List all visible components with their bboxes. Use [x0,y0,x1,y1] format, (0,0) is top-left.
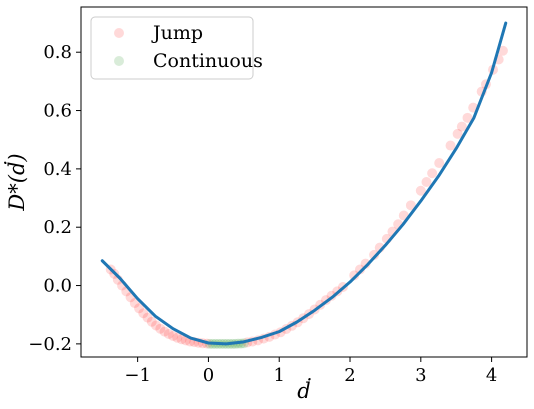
legend: Jump Continuous [90,16,263,80]
scatter-point [168,331,179,341]
scatter-point [349,270,360,281]
scatter-point [462,112,473,123]
x-tick-label: 3 [415,365,426,386]
y-axis-label: D*(ḋ) [4,153,29,211]
x-tick-label: −1 [124,365,151,386]
series-layer [100,21,508,349]
y-tick-label: 0.2 [43,217,72,238]
scatter-point [163,328,174,339]
scatter-point [176,334,187,345]
legend-continuous-label: Continuous [153,50,263,72]
x-tick-label: 1 [273,365,284,386]
y-tick-label: 0.0 [43,276,72,297]
x-axis-label: ḋ [297,378,311,403]
scatter-point [421,177,432,187]
plot-frame [80,6,528,358]
y-tick-label: −0.2 [28,334,72,355]
y-axis-ticks: −0.2 0.0 0.2 0.4 0.6 0.8 [28,42,81,355]
y-tick-label: 0.8 [43,42,72,63]
y-tick-label: 0.6 [43,101,72,122]
x-axis-ticks: −1 0 1 2 3 4 [124,357,497,386]
legend-continuous-marker [114,56,124,66]
fit-line-0 [100,21,508,346]
scatter-point [354,264,365,275]
scatter-point [134,303,145,314]
legend-jump-label: Jump [151,22,203,44]
legend-box [90,16,254,80]
x-tick-label: 0 [203,365,214,386]
scatter-point [129,298,140,309]
scatter-point [415,185,426,196]
legend-jump-marker [114,28,124,38]
x-tick-label: 4 [486,365,497,386]
scatter-point [456,121,467,132]
scatter-point [155,323,166,334]
scatter-point [497,45,508,56]
scatter-point [434,158,445,169]
x-tick-label: 2 [344,365,355,386]
scatter-point [369,249,380,260]
scatter-point [405,200,416,211]
scatter-point [452,128,463,139]
scatter-point [142,312,153,323]
scatter-point [427,168,438,179]
scatter-point [138,308,149,319]
y-tick-label: 0.4 [43,159,72,180]
scatter-point [146,316,157,327]
scatter-point [151,320,162,331]
scatter-point [172,332,183,343]
scatter-point [445,140,456,151]
scatter-point [159,326,170,337]
